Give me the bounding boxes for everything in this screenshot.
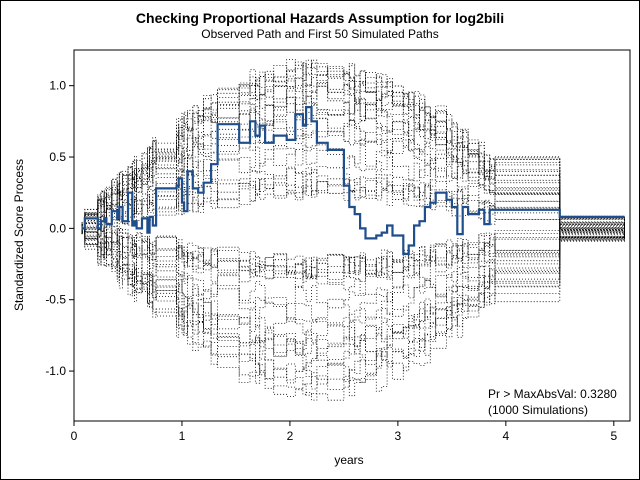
x-tick-label: 3 [395,429,402,443]
simulated-path [81,175,625,232]
simulated-path [81,85,625,234]
simulated-path [81,59,625,240]
simulated-path [81,129,625,232]
annotation-pvalue: Pr > MaxAbsVal: 0.3280 [488,387,617,401]
simulated-path [81,223,625,294]
simulated-path [81,216,625,397]
simulated-path [81,64,625,232]
x-tick-label: 1 [179,429,186,443]
simulated-path [81,223,625,279]
chart-title: Checking Proportional Hazards Assumption… [135,10,505,26]
simulated-path [81,222,625,382]
axes: 0 1 2 3 4 5 -1.0 -0.5 0.0 0.5 1.0 [45,79,617,443]
simulated-path [81,144,625,234]
y-tick-label: 1.0 [49,79,66,93]
simulated-path [81,118,625,233]
simulated-path [81,225,625,277]
simulated-path [81,222,625,390]
annotation-simulations: (1000 Simulations) [488,403,588,417]
simulated-path [81,227,625,367]
simulated-path [81,74,625,238]
simulated-path [81,224,625,354]
simulated-path [81,181,625,239]
x-tick-label: 0 [71,429,78,443]
simulated-path [81,95,625,231]
plot-area-border [73,49,631,422]
simulated-path [81,221,625,280]
simulated-path [81,222,625,283]
x-tick-label: 5 [610,429,617,443]
simulated-path [81,226,625,361]
simulated-path [81,225,625,279]
simulated-path [81,222,625,324]
observed-path [81,106,625,256]
y-tick-label: 0.5 [49,150,66,164]
simulated-path [81,64,625,231]
simulated-path [81,231,625,386]
x-tick-label: 4 [503,429,510,443]
x-axis-label: years [334,453,363,467]
simulated-path [81,224,625,401]
simulated-path [81,96,625,237]
simulated-path [81,226,625,322]
chart-subtitle: Observed Path and First 50 Simulated Pat… [201,27,439,41]
simulated-path [81,222,625,335]
y-tick-label: -0.5 [45,293,66,307]
simulated-path [81,97,625,238]
simulated-path [81,79,625,241]
y-tick-label: 0.0 [49,221,66,235]
observed-path-layer [81,106,625,256]
simulated-path [81,169,625,236]
simulated-path [81,232,625,370]
simulated-path [81,62,625,230]
simulated-path [81,227,625,280]
simulated-paths [81,59,625,401]
y-tick-label: -1.0 [45,364,66,378]
x-tick-label: 2 [287,429,294,443]
y-axis-label: Standardized Score Process [12,159,26,311]
simulated-path [81,222,625,355]
simulated-path [81,223,625,346]
simulated-path [81,228,625,279]
